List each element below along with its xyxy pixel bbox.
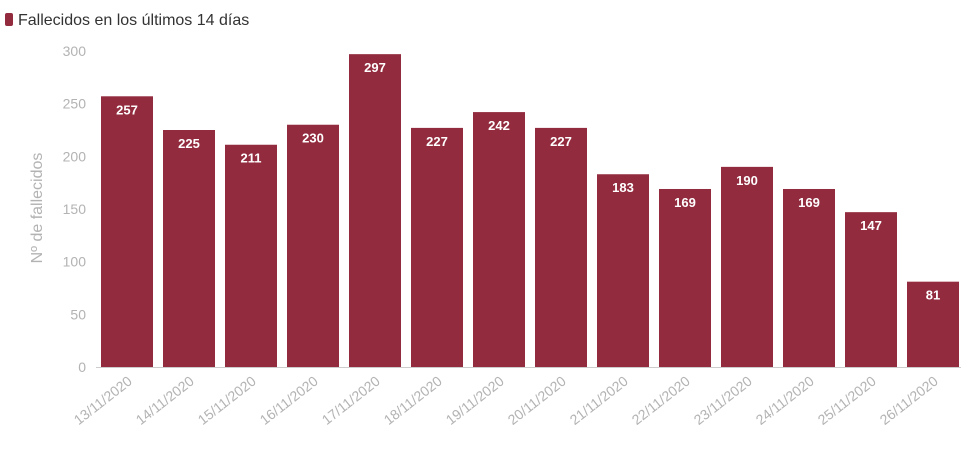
bar-value-label: 227	[426, 134, 448, 149]
x-tick-label: 24/11/2020	[753, 373, 817, 428]
bar-value-label: 242	[488, 118, 510, 133]
x-tick-label: 23/11/2020	[691, 373, 755, 428]
bar-value-label: 230	[302, 131, 324, 146]
bar	[845, 212, 897, 367]
bar	[597, 174, 649, 367]
bar-value-label: 81	[926, 288, 940, 303]
bar	[163, 130, 215, 367]
y-tick-label: 300	[63, 43, 87, 59]
bar	[225, 144, 277, 367]
x-tick-label: 22/11/2020	[629, 373, 693, 428]
y-tick-label: 100	[63, 254, 87, 270]
bar	[535, 127, 587, 367]
x-tick-label: 19/11/2020	[443, 373, 507, 428]
bar	[783, 188, 835, 367]
x-axis: 13/11/202014/11/202015/11/202016/11/2020…	[71, 373, 941, 428]
legend-label: Fallecidos en los últimos 14 días	[18, 12, 249, 29]
y-axis: 0 50 100 150 200 250 300	[63, 43, 87, 375]
y-tick-label: 0	[78, 359, 86, 375]
bar-value-label: 190	[736, 173, 758, 188]
bar-value-label: 147	[860, 218, 882, 233]
bar-value-label: 211	[241, 151, 262, 166]
bar	[101, 96, 153, 367]
bar-value-label: 227	[550, 134, 572, 149]
x-tick-label: 13/11/2020	[71, 373, 135, 428]
y-tick-label: 150	[63, 201, 87, 217]
bars	[101, 54, 959, 368]
x-tick-label: 14/11/2020	[133, 373, 197, 428]
bar-value-label: 183	[612, 180, 634, 195]
y-axis-title: Nº de fallecidos	[29, 153, 46, 264]
bar	[659, 188, 711, 367]
bar-value-label: 225	[178, 136, 200, 151]
x-tick-label: 16/11/2020	[257, 373, 321, 428]
bar	[721, 166, 773, 367]
x-tick-label: 18/11/2020	[381, 373, 445, 428]
bar	[287, 124, 339, 367]
bar-value-label: 169	[674, 195, 696, 210]
y-tick-label: 250	[63, 96, 87, 112]
bar	[907, 281, 959, 367]
x-tick-label: 15/11/2020	[195, 373, 259, 428]
bar-value-label: 257	[116, 102, 138, 117]
x-tick-label: 25/11/2020	[815, 373, 879, 428]
x-tick-label: 17/11/2020	[319, 373, 383, 428]
legend: Fallecidos en los últimos 14 días	[5, 12, 249, 29]
bar-value-labels: 257 225 211 230 297 227 242 227 183 169 190 169 147 8…	[116, 60, 940, 303]
y-tick-label: 200	[63, 148, 87, 164]
x-tick-label: 20/11/2020	[505, 373, 569, 428]
bar	[349, 54, 401, 367]
x-tick-label: 21/11/2020	[567, 373, 631, 428]
y-tick-label: 50	[70, 306, 86, 322]
bar	[473, 112, 525, 368]
bar-value-label: 297	[364, 60, 386, 75]
bar	[411, 127, 463, 367]
x-tick-label: 26/11/2020	[877, 373, 941, 428]
bar-value-label: 169	[798, 195, 820, 210]
legend-swatch	[5, 13, 13, 26]
